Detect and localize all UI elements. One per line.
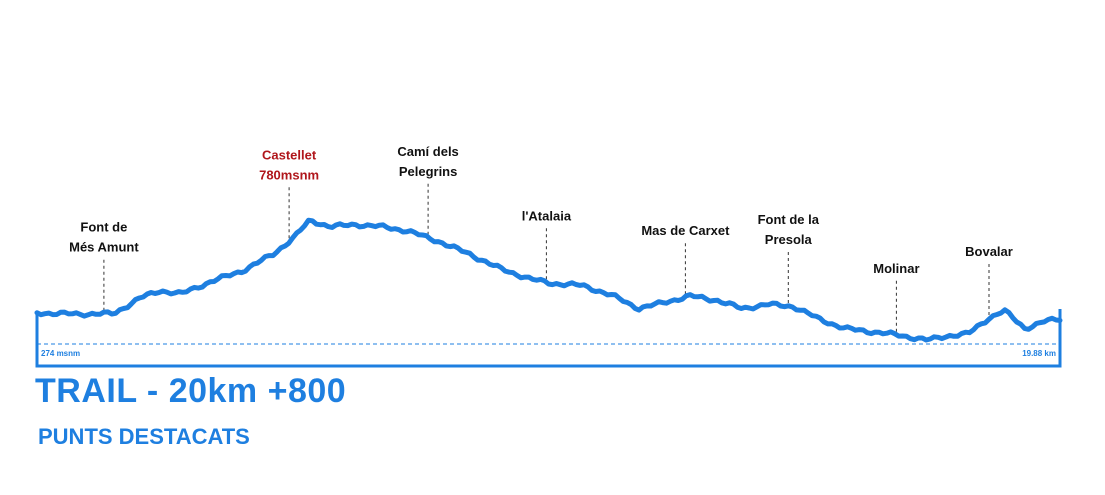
poi-label: 780msnm [259,167,319,182]
chart-frame [35,309,1062,368]
axis-start-label: 274 msnm [41,349,80,358]
poi-label: Font de [80,220,127,235]
poi-label: Font de la [758,212,820,227]
poi-marker: Bovalar [965,244,1013,316]
axis-labels: 274 msnm 19.88 km [41,349,1056,358]
elevation-profile-line [34,217,1063,343]
page-title: TRAIL - 20km +800 [35,372,347,410]
poi-label: Pelegrins [399,164,458,179]
poi-label: l'Atalaia [522,208,572,223]
poi-marker: Molinar [873,261,920,333]
points-of-interest: Font de Més Amunt Castellet 780msnm Camí del… [69,144,1013,333]
poi-label: Mas de Carxet [641,223,730,238]
poi-label: Més Amunt [69,240,139,255]
elevation-line [34,217,1063,343]
poi-label: Castellet [262,147,317,162]
page-subtitle: PUNTS DESTACATS [38,424,250,449]
poi-marker: Font de la Presola [758,212,820,304]
poi-marker: Font de Més Amunt [69,220,139,312]
poi-label: Presola [765,232,813,247]
poi-label: Molinar [873,261,919,276]
poi-marker: Camí dels Pelegrins [397,144,459,236]
poi-marker: l'Atalaia [522,208,572,281]
chart-frame-border [35,309,1062,368]
poi-label: Camí dels [397,144,458,159]
poi-marker: Mas de Carxet [641,223,730,296]
axis-end-label: 19.88 km [1022,349,1056,358]
poi-label: Bovalar [965,244,1013,259]
poi-marker: Castellet 780msnm [259,147,319,240]
